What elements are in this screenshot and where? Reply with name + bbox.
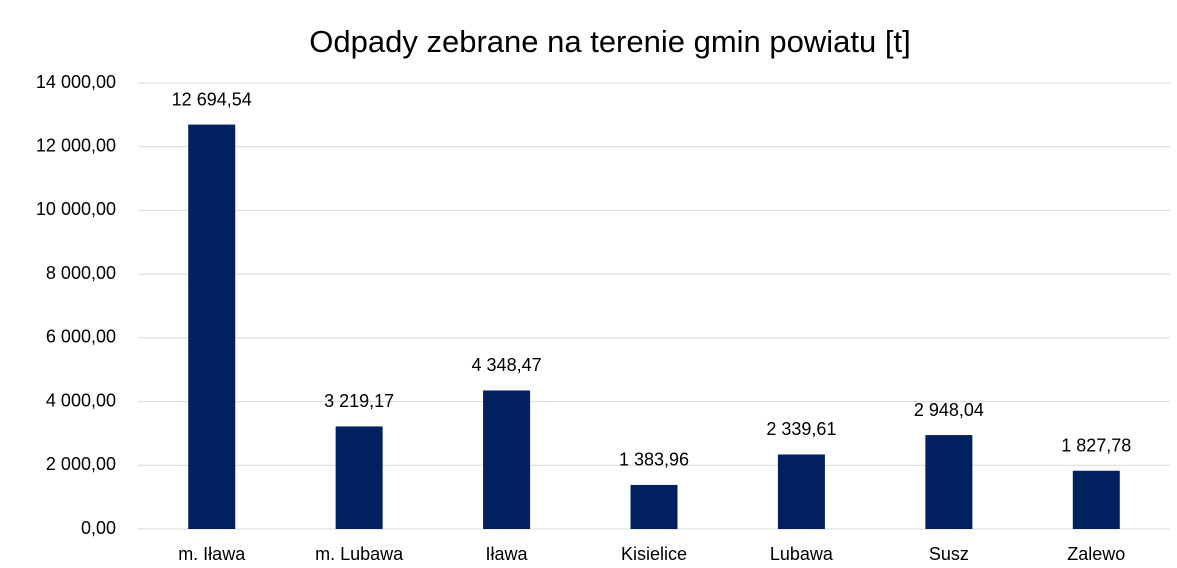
bar [777,454,825,529]
y-tick-label: 2 000,00 [46,454,116,474]
x-tick-label: Susz [929,544,969,564]
y-tick-label: 6 000,00 [46,327,116,347]
bar [925,435,973,529]
value-label: 2 948,04 [914,400,984,420]
x-tick-label: Zalewo [1067,544,1125,564]
y-tick-label: 4 000,00 [46,390,116,410]
value-label: 1 383,96 [619,450,689,470]
value-label: 4 348,47 [472,355,542,375]
x-tick-label: Kisielice [621,544,687,564]
bar [188,124,236,529]
x-tick-label: m. Iława [178,544,246,564]
bar [1072,470,1120,529]
bar [335,426,383,529]
y-tick-label: 14 000,00 [36,72,116,92]
y-tick-label: 0,00 [81,518,116,538]
value-label: 3 219,17 [324,391,394,411]
x-tick-label: m. Lubawa [315,544,404,564]
y-tick-label: 10 000,00 [36,199,116,219]
value-label: 2 339,61 [766,419,836,439]
bar [483,390,531,529]
y-tick-label: 8 000,00 [46,263,116,283]
bar [630,484,678,529]
x-tick-label: Iława [486,544,529,564]
value-label: 12 694,54 [172,89,252,109]
y-tick-label: 12 000,00 [36,135,116,155]
x-tick-label: Lubawa [770,544,834,564]
chart-title: Odpady zebrane na terenie gmin powiatu [… [309,24,910,59]
value-label: 1 827,78 [1061,436,1131,456]
